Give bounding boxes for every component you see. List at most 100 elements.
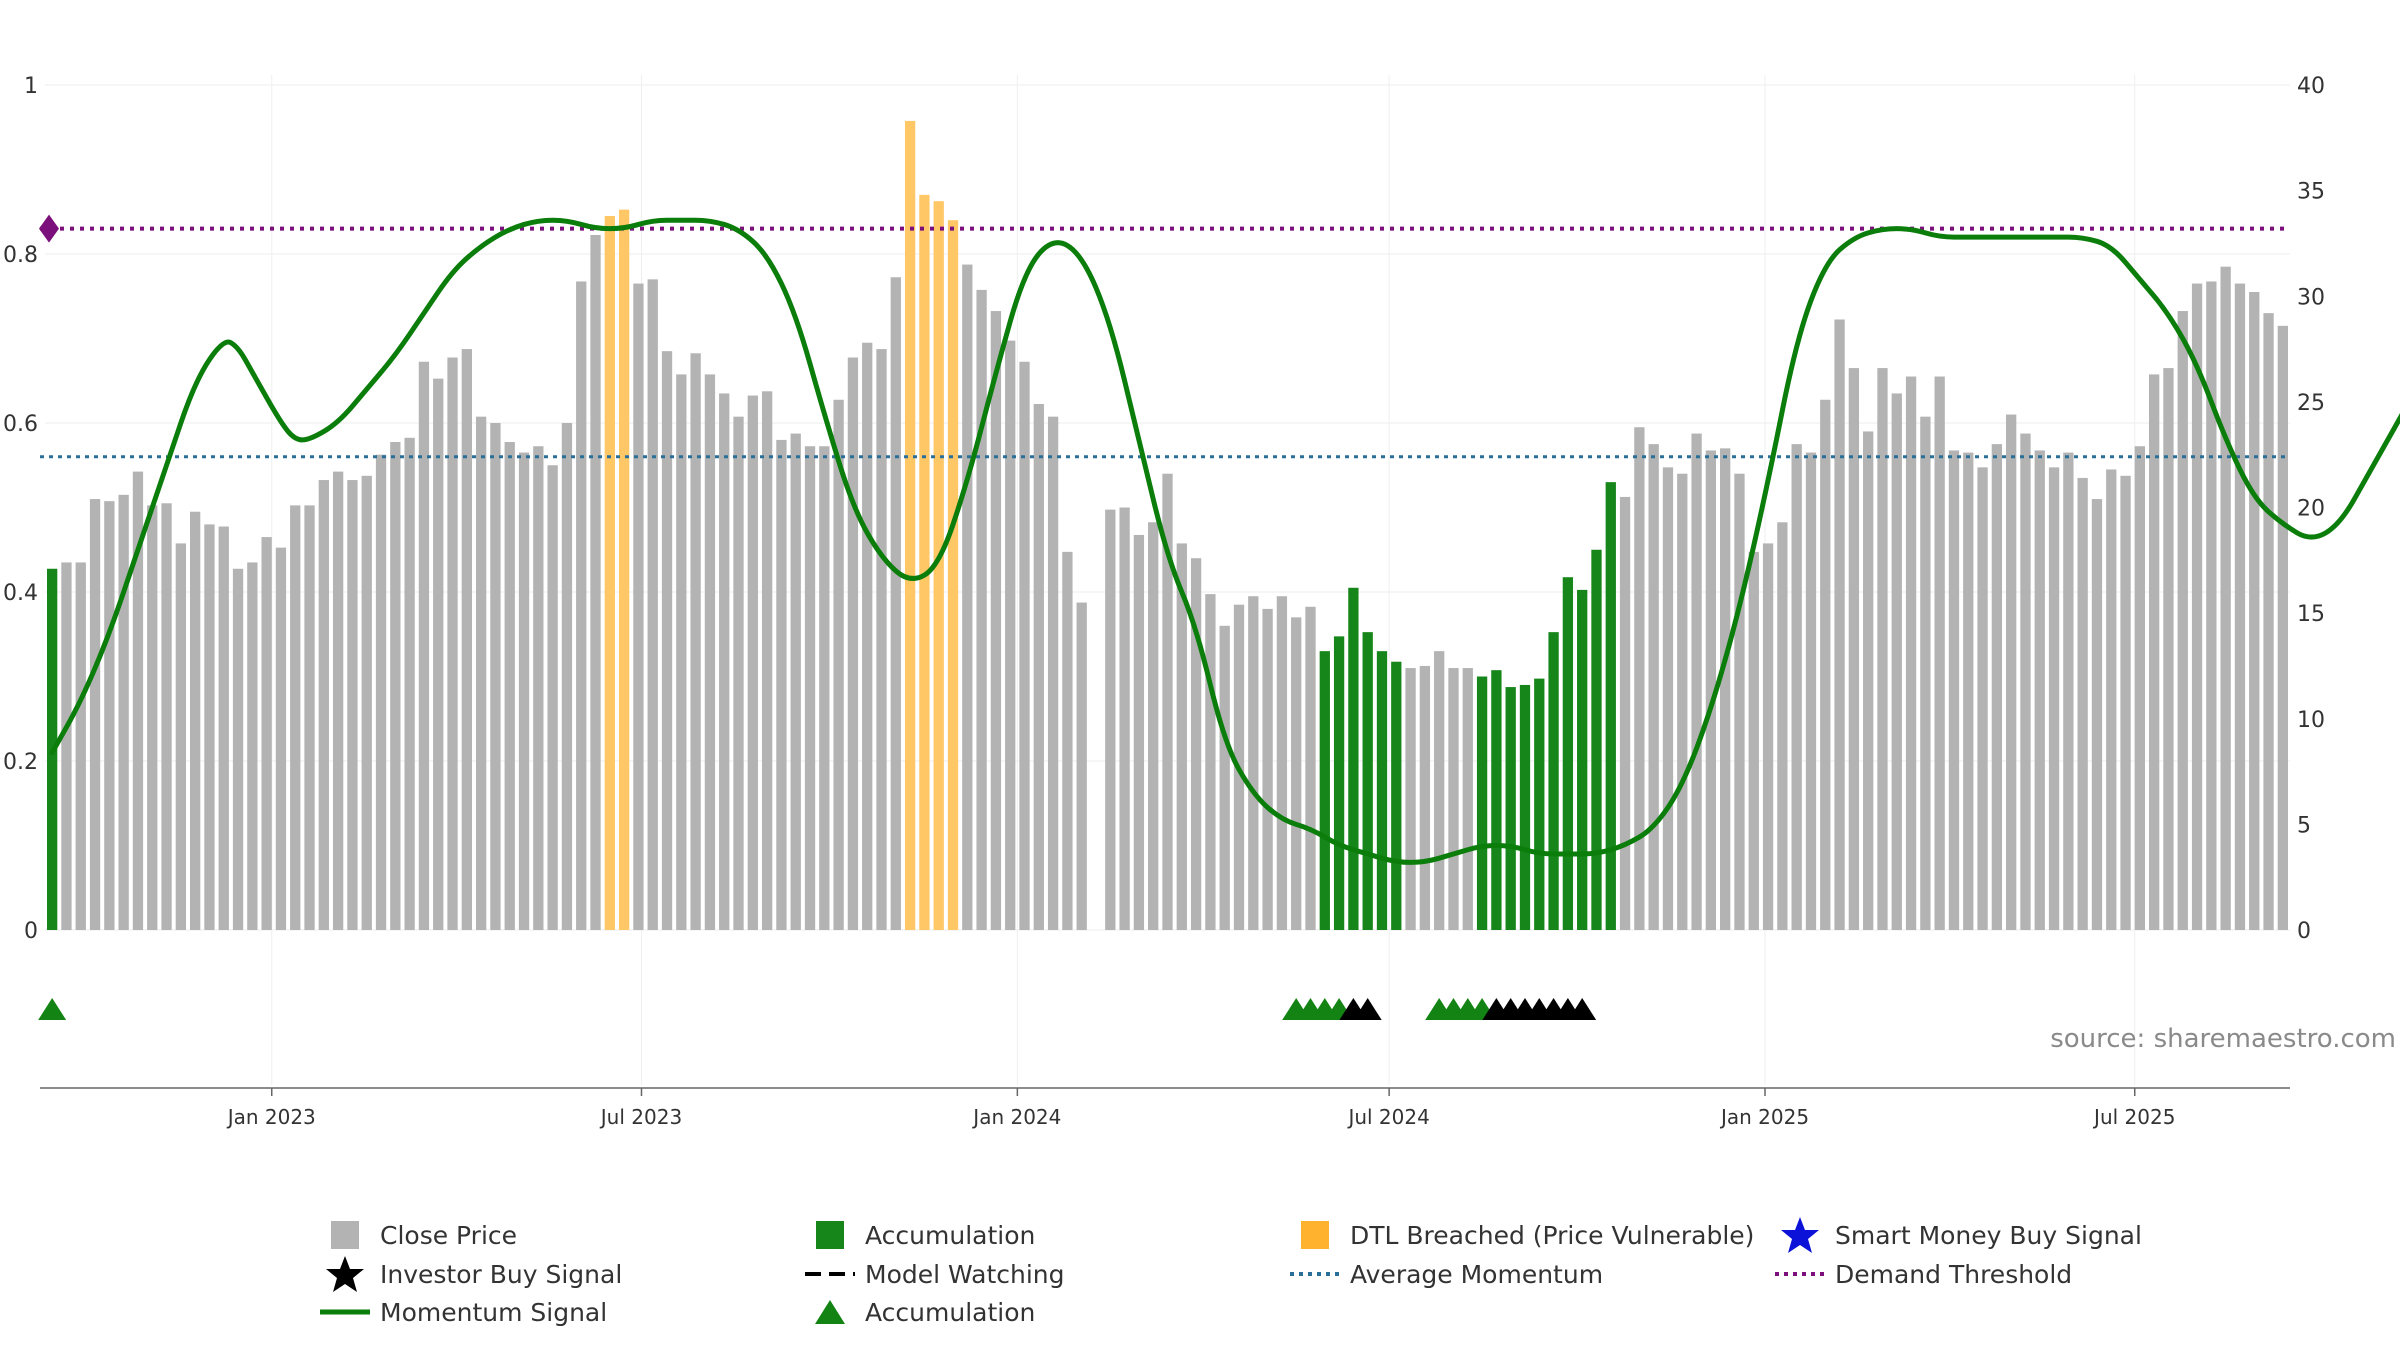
x-axis-tick-label: Jul 2023 (599, 1105, 682, 1129)
legend-symbol (805, 1220, 855, 1250)
price-bar (2091, 499, 2103, 930)
right-axis-tick-label: 35 (2297, 180, 2325, 205)
price-bar (1963, 452, 1974, 930)
momentum-line (49, 217, 2400, 865)
price-bar (1291, 617, 1302, 930)
price-bar (990, 311, 1002, 931)
legend-item: Investor Buy Signal (320, 1256, 622, 1292)
price-bar (2263, 313, 2274, 930)
legend-label: Demand Threshold (1835, 1259, 2073, 1289)
price-bar (2106, 469, 2117, 930)
legend-item: Smart Money Buy Signal (1775, 1217, 2142, 1253)
legend-label: Accumulation (865, 1220, 1036, 1250)
legend-item: Momentum Signal (320, 1297, 607, 1327)
price-bar (461, 349, 472, 930)
price-bar (1262, 608, 1273, 930)
price-bar (1348, 587, 1359, 930)
price-bar (304, 505, 315, 930)
price-bar (1734, 473, 1745, 930)
price-bar (1319, 651, 1330, 930)
price-bar (1019, 361, 1030, 930)
price-bar (1691, 433, 1702, 930)
price-bar (504, 442, 515, 930)
price-bar (547, 465, 558, 930)
price-bar (1219, 625, 1230, 930)
price-bar (747, 395, 758, 931)
price-bar (375, 454, 387, 930)
price-bar (1991, 444, 2003, 930)
price-bar (2177, 311, 2188, 931)
price-bar (1333, 636, 1345, 930)
price-bar (404, 437, 415, 930)
price-bar (161, 503, 172, 930)
price-bar (947, 220, 959, 930)
price-bar (804, 446, 816, 930)
price-bar (447, 357, 458, 930)
demand-threshold-marker (39, 214, 59, 243)
x-axis-tick-label: Jul 2024 (1346, 1105, 1429, 1129)
price-bar (1391, 661, 1402, 930)
price-bar (2234, 283, 2246, 930)
price-bar (1863, 431, 1874, 930)
price-bar (2034, 450, 2045, 930)
price-bar (933, 201, 944, 930)
x-axis-tick-label: Jan 2023 (226, 1105, 316, 1129)
accumulation-triangle (38, 998, 67, 1020)
right-axis-tick-label: 10 (2297, 708, 2325, 733)
price-bar (2206, 281, 2217, 930)
price-bar (2120, 475, 2131, 930)
price-bar (1977, 467, 1988, 930)
price-bar (89, 499, 101, 930)
right-axis-tick-label: 15 (2297, 602, 2325, 627)
legend-symbol (320, 1220, 370, 1250)
price-bar (1133, 534, 1145, 930)
price-bar (1419, 665, 1431, 930)
legend-symbol (320, 1297, 370, 1327)
legend-label: Accumulation (865, 1297, 1036, 1327)
price-bar (833, 399, 844, 930)
legend-item: Accumulation (805, 1297, 1035, 1327)
price-bar (1176, 543, 1187, 930)
price-bar (776, 439, 787, 930)
signal-markers (38, 998, 1597, 1020)
price-bar (1934, 376, 1945, 930)
price-bar (1119, 507, 1130, 930)
price-bar (332, 471, 344, 930)
price-bar (1820, 399, 1831, 930)
price-bar (147, 505, 158, 930)
price-bar (61, 562, 72, 930)
price-bar (2048, 467, 2060, 930)
left-axis-tick-label: 0.4 (3, 581, 38, 606)
legend-label: Average Momentum (1350, 1259, 1604, 1289)
price-bar (1562, 577, 1574, 930)
price-bar (275, 547, 287, 930)
legend-symbol (1290, 1220, 1340, 1250)
price-bar (189, 511, 201, 930)
price-bar (676, 374, 687, 931)
right-axis-tick-label: 20 (2297, 497, 2325, 522)
price-bar (1519, 684, 1531, 930)
price-bar (75, 562, 86, 930)
price-bar (1705, 450, 1717, 930)
legend-label: Model Watching (865, 1259, 1065, 1289)
price-bar (418, 361, 430, 930)
price-bar (890, 277, 901, 930)
price-bar (1376, 651, 1388, 930)
price-bar (1190, 558, 1202, 930)
price-bar (2277, 325, 2288, 930)
legend-item: Close Price (320, 1220, 517, 1250)
price-bar (1605, 482, 1616, 930)
price-bar (1720, 448, 1731, 930)
left-axis-tick-label: 0.8 (3, 243, 38, 268)
price-bar (1905, 376, 1917, 930)
price-bar (490, 423, 501, 930)
price-bar (1162, 473, 1173, 930)
price-bar (976, 289, 987, 931)
legend-symbol (1775, 1259, 1825, 1289)
price-bar (561, 423, 573, 930)
price-bar (2163, 368, 2174, 930)
price-bar (1534, 678, 1545, 930)
legend-symbol (1290, 1259, 1340, 1289)
price-bar (2249, 292, 2260, 930)
